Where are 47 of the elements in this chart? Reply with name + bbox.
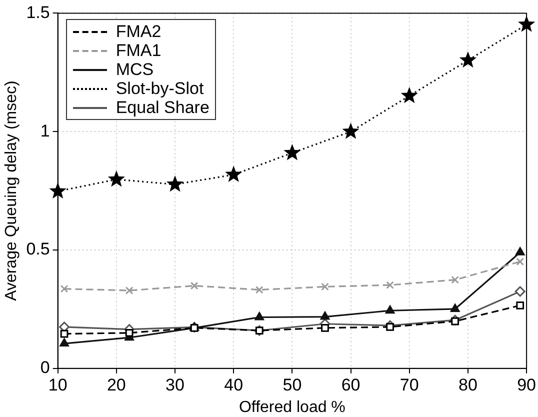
point	[60, 330, 68, 338]
legend-label: FMA2	[116, 22, 162, 42]
point	[254, 312, 264, 320]
point	[190, 282, 198, 290]
point	[320, 312, 330, 320]
point	[125, 328, 134, 337]
point	[255, 286, 264, 294]
x-tick-label: 30	[166, 375, 184, 394]
y-tick-label: 0	[40, 358, 50, 378]
point	[166, 175, 184, 192]
y-axis-title: Average Queuing delay (msec)	[3, 80, 20, 301]
point	[342, 122, 360, 139]
legend-label: Equal Share	[116, 98, 210, 118]
x-tick-label: 40	[224, 375, 244, 394]
point	[60, 284, 68, 293]
point	[514, 286, 526, 297]
x-tick-label: 70	[400, 375, 419, 394]
point	[386, 281, 394, 289]
point	[225, 166, 242, 182]
legend-label: FMA1	[116, 41, 162, 60]
y-tick-label: 1.5	[26, 2, 50, 22]
point	[385, 305, 395, 314]
x-tick-label: 10	[48, 375, 68, 394]
point	[400, 86, 418, 104]
legend-label: MCS	[116, 60, 154, 80]
point	[125, 286, 134, 294]
x-tick-label: 50	[282, 375, 302, 394]
x-tick-label: 90	[517, 375, 536, 394]
y-tick-label: 1	[40, 121, 50, 140]
point	[516, 301, 524, 310]
point	[284, 144, 301, 160]
point	[516, 258, 524, 266]
x-tick-label: 20	[106, 375, 126, 394]
point	[450, 304, 460, 312]
point	[60, 338, 69, 347]
point	[459, 51, 477, 68]
point	[451, 317, 459, 326]
point	[321, 282, 329, 291]
y-tick-label: 0.5	[26, 240, 50, 259]
legend-label: Slot-by-Slot	[116, 79, 204, 98]
x-tick-label: 80	[458, 375, 478, 394]
point	[108, 170, 125, 187]
point	[515, 247, 525, 256]
point	[321, 324, 329, 332]
x-axis-title: Offered load %	[238, 398, 346, 416]
x-tick-label: 60	[341, 375, 360, 394]
point	[451, 276, 459, 284]
